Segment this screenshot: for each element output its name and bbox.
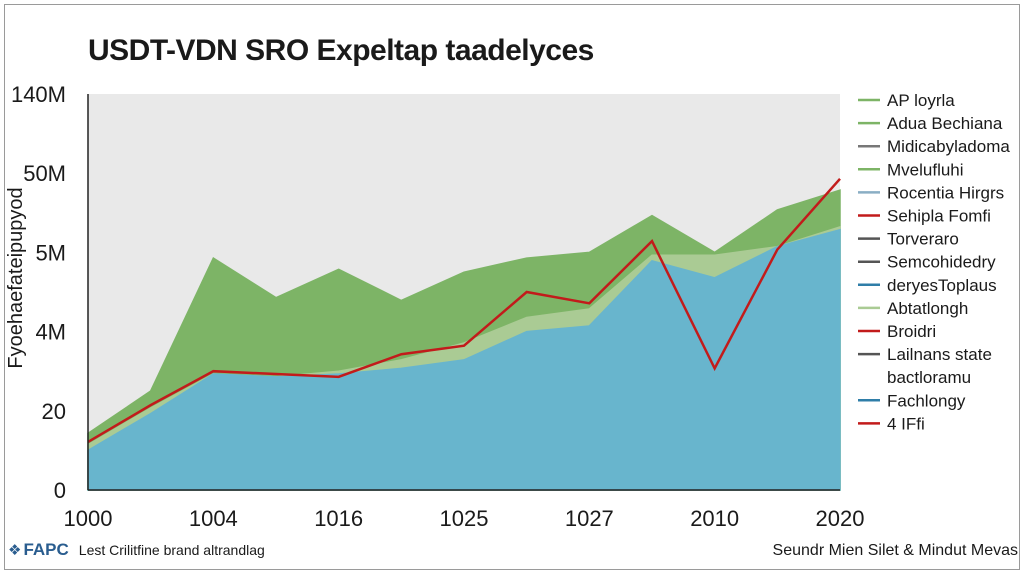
legend-label: Semcohidedry: [887, 253, 996, 272]
legend-label: Rocentia Hirgrs: [887, 183, 1004, 202]
chart-frame: [4, 4, 1020, 570]
y-tick-label: 50M: [23, 161, 66, 186]
legend-label: Mvelufluhi: [887, 160, 964, 179]
legend-label: Adua Bechiana: [887, 114, 1003, 133]
legend-label: Midicabyladoma: [887, 137, 1010, 156]
line-series-4-iffi: [87, 178, 841, 443]
x-tick-label: 1016: [314, 506, 363, 531]
legend-label: Lailnans state: [887, 345, 992, 364]
legend-label: AP loyrla: [887, 91, 955, 110]
footer-brand: FAPC: [23, 540, 69, 559]
x-tick-label: 1027: [565, 506, 614, 531]
legend-label: bactloramu: [887, 368, 971, 387]
legend-label: Torverarо: [887, 230, 959, 249]
footer-source: Seundr Mien Silet & Mindut Mevas: [772, 542, 1018, 559]
legend-label: Broidri: [887, 322, 936, 341]
footer-left: ❖ FAPC Lest Crilitfine brand altrandlag: [8, 540, 265, 560]
legend-label: deryesToplaus: [887, 276, 997, 295]
x-tick-label: 1000: [64, 506, 113, 531]
y-tick-label: 140M: [11, 82, 66, 107]
legend-label: 4 IFfi: [887, 414, 925, 433]
y-tick-label: 20: [42, 399, 66, 424]
brand-logo-icon: ❖: [8, 542, 22, 559]
y-tick-label: 4M: [35, 320, 66, 345]
footer-note: Lest Crilitfine brand altrandlag: [78, 542, 265, 558]
y-tick-label: 5M: [35, 240, 66, 265]
y-axis-label: Fyoehaefateipupyod: [5, 187, 27, 368]
legend-label: Abtatlongh: [887, 299, 968, 318]
y-tick-label: 0: [54, 478, 66, 503]
x-tick-label: 2010: [690, 506, 739, 531]
x-tick-label: 2020: [816, 506, 865, 531]
x-tick-label: 1004: [189, 506, 238, 531]
area-series-fachlongy: [87, 228, 841, 491]
legend-label: Sehipla Fomfi: [887, 207, 991, 226]
legend-label: Fachlongy: [887, 391, 966, 410]
chart-title: USDT-VDN SRO Expeltap taadelyces: [88, 34, 594, 67]
x-tick-label: 1025: [440, 506, 489, 531]
